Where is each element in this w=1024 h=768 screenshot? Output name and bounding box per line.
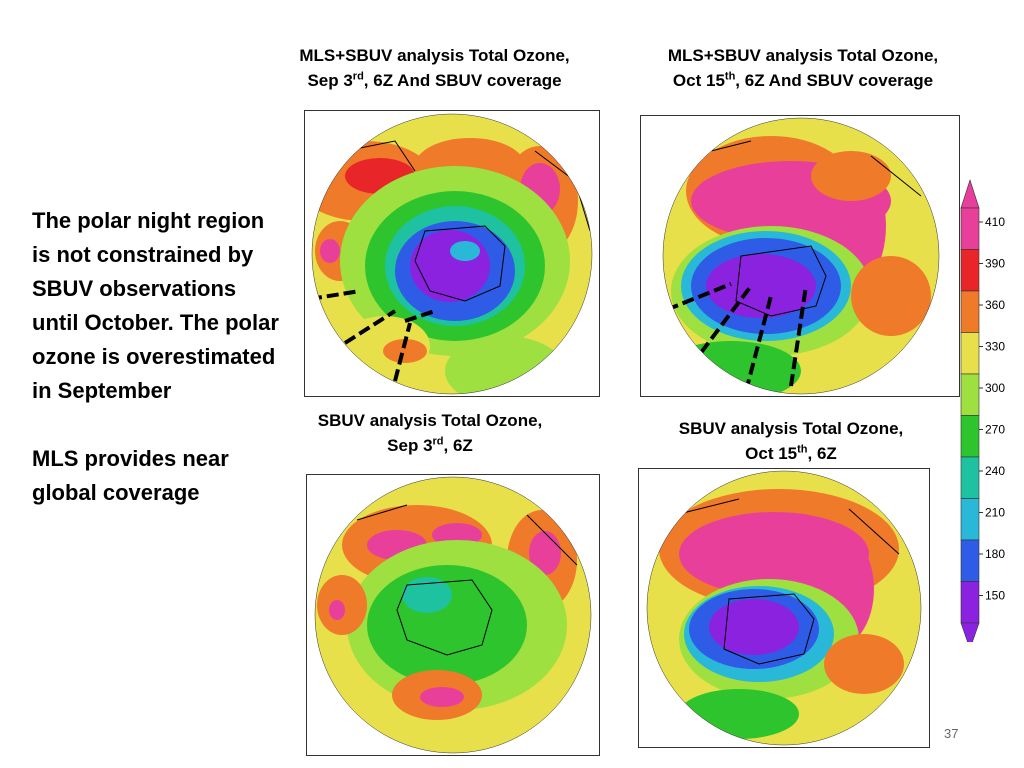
- map-sbuv-sep: [306, 474, 600, 756]
- explanation-paragraph: MLS provides near global coverage: [32, 446, 229, 505]
- caption-mls-oct: MLS+SBUV analysis Total Ozone, Oct 15th,…: [648, 43, 958, 93]
- ozone-map-image: [314, 476, 592, 754]
- colorbar-swatch: [960, 539, 980, 582]
- ozone-map-image: [646, 470, 922, 746]
- colorbar-swatch: [960, 498, 980, 541]
- caption-line2: Oct 15th, 6Z And SBUV coverage: [672, 70, 934, 90]
- colorbar-label: 180: [985, 547, 1005, 561]
- map-sbuv-oct: [638, 468, 930, 748]
- map-mls-sbuv-sep: [304, 110, 600, 397]
- colorbar-label: 330: [985, 340, 1005, 354]
- colorbar-label: 360: [985, 298, 1005, 312]
- explanation-paragraph: The polar night region is not constraine…: [32, 208, 279, 403]
- colorbar-label: 210: [985, 506, 1005, 520]
- colorbar-label: 390: [985, 257, 1005, 271]
- caption-line1: SBUV analysis Total Ozone,: [678, 419, 904, 438]
- caption-line2: Sep 3rd, 6Z And SBUV coverage: [307, 70, 562, 90]
- colorbar-label: 270: [985, 423, 1005, 437]
- colorbar-swatch: [960, 581, 980, 624]
- caption-line1: MLS+SBUV analysis Total Ozone,: [299, 46, 570, 65]
- colorbar-swatch: [960, 373, 980, 416]
- caption-sbuv-sep: SBUV analysis Total Ozone, Sep 3rd, 6Z: [300, 408, 560, 458]
- caption-line2: Sep 3rd, 6Z: [387, 435, 473, 455]
- explanation-text: The polar night region is not constraine…: [32, 204, 282, 510]
- caption-mls-sep: MLS+SBUV analysis Total Ozone, Sep 3rd, …: [282, 43, 587, 93]
- colorbar-bottom-arrow: [960, 622, 980, 650]
- map-mls-sbuv-oct: [640, 115, 960, 397]
- page-number: 37: [944, 726, 959, 741]
- colorbar-swatch: [960, 456, 980, 499]
- colorbar-swatch: [960, 249, 980, 292]
- caption-line1: MLS+SBUV analysis Total Ozone,: [667, 46, 939, 65]
- ozone-map-image: [662, 117, 940, 395]
- colorbar-label: 240: [985, 464, 1005, 478]
- ozone-map-image: [311, 113, 593, 395]
- caption-sbuv-oct: SBUV analysis Total Ozone, Oct 15th, 6Z: [660, 416, 922, 466]
- colorbar-label: 300: [985, 381, 1005, 395]
- colorbar-label: 150: [985, 589, 1005, 603]
- colorbar-swatch: [960, 332, 980, 375]
- colorbar-swatch: [960, 415, 980, 458]
- colorbar-label: 410: [985, 215, 1005, 229]
- colorbar-top-arrow: [960, 179, 980, 209]
- caption-line2: Oct 15th, 6Z: [745, 443, 837, 463]
- caption-line1: SBUV analysis Total Ozone,: [317, 411, 543, 430]
- colorbar-swatch: [960, 207, 980, 250]
- colorbar-image: 410 390 360 330 300 270 240 210 180 150: [960, 179, 1005, 650]
- colorbar-swatch: [960, 290, 980, 333]
- colorbar-legend: 410 390 360 330 300 270 240 210 180 150: [955, 178, 1015, 650]
